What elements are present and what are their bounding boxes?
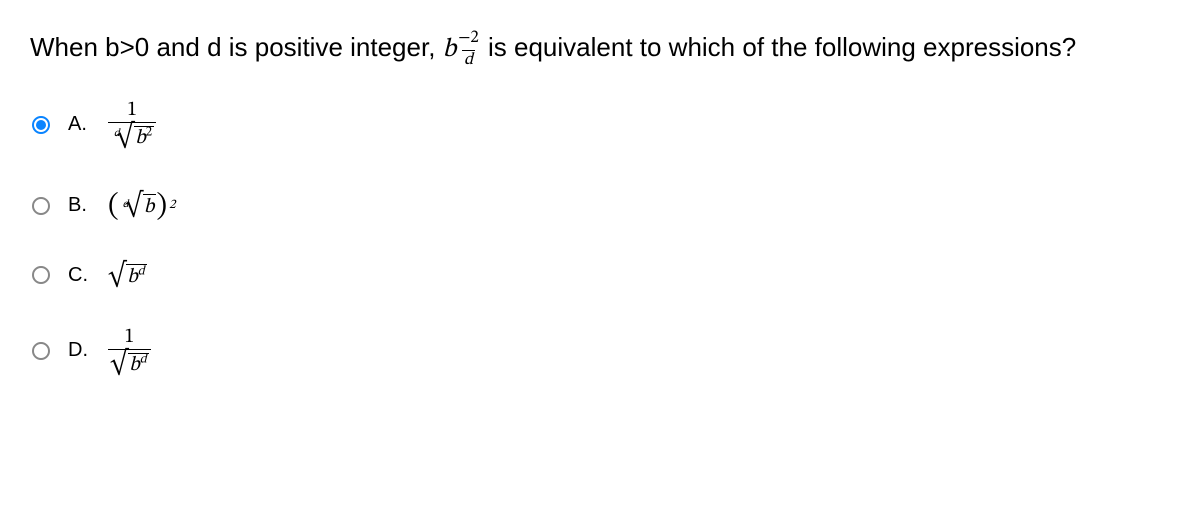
option-c[interactable]: C. √ bd: [32, 261, 1170, 290]
opt-c-radicand: bd: [126, 264, 146, 290]
opt-d-den: √ bd: [108, 349, 151, 376]
option-a[interactable]: A. 1 d √ b2: [32, 99, 1170, 151]
opt-b-radicand: b: [143, 194, 156, 220]
option-d[interactable]: D. 1 √ bd: [32, 326, 1170, 376]
expr-base: b: [443, 31, 457, 70]
root-icon: √: [108, 261, 126, 290]
opt-a-b: b: [135, 128, 145, 148]
opt-d-frac: 1 √ bd: [108, 326, 151, 376]
option-c-math: √ bd: [108, 261, 147, 290]
option-d-letter: D.: [68, 339, 90, 362]
question-text: When b>0 and d is positive integer, b−2d…: [30, 28, 1170, 71]
opt-b-root: d √ b: [119, 191, 157, 220]
radio-c[interactable]: [32, 266, 50, 284]
option-d-math: 1 √ bd: [108, 326, 151, 376]
expr-den: d: [462, 50, 475, 71]
opt-a-radicand: b2: [134, 126, 154, 149]
option-b-math: ( d √ b ) 2: [108, 187, 176, 225]
question-pre: When b>0 and d is positive integer,: [30, 32, 443, 62]
option-b-letter: B.: [68, 194, 90, 217]
expr-num: −2: [456, 30, 481, 50]
expr-exponent: −2d: [456, 30, 481, 70]
expr-frac: −2d: [456, 30, 481, 70]
opt-d-num: 1: [122, 326, 136, 349]
opt-c-d: d: [138, 265, 145, 278]
opt-a-sq: 2: [146, 126, 152, 139]
question-expression: b−2d: [443, 30, 481, 70]
opt-d-root: √ bd: [110, 351, 149, 376]
opt-d-d: d: [140, 353, 147, 366]
radio-d[interactable]: [32, 342, 50, 360]
opt-a-den: d √ b2: [108, 122, 156, 151]
opt-c-root: √ bd: [108, 261, 147, 290]
option-a-math: 1 d √ b2: [108, 99, 156, 151]
opt-a-frac: 1 d √ b2: [108, 99, 156, 151]
lparen-icon: (: [108, 188, 119, 226]
opt-a-root-index: d: [114, 128, 120, 140]
option-c-letter: C.: [68, 264, 90, 287]
opt-c-b: b: [127, 267, 137, 287]
root-icon: √: [110, 351, 128, 376]
option-b[interactable]: B. ( d √ b ) 2: [32, 187, 1170, 225]
opt-d-radicand: bd: [128, 353, 148, 376]
options-list: A. 1 d √ b2 B. ( d √ b: [30, 99, 1170, 377]
radio-b[interactable]: [32, 197, 50, 215]
opt-b-root-index: d: [123, 198, 129, 212]
radio-a[interactable]: [32, 116, 50, 134]
option-a-letter: A.: [68, 113, 90, 136]
rparen-icon: ): [156, 188, 167, 226]
opt-a-num: 1: [125, 99, 139, 122]
opt-d-b: b: [129, 355, 139, 375]
opt-a-root: d √ b2: [110, 124, 154, 149]
question-post: is equivalent to which of the following …: [488, 32, 1076, 62]
